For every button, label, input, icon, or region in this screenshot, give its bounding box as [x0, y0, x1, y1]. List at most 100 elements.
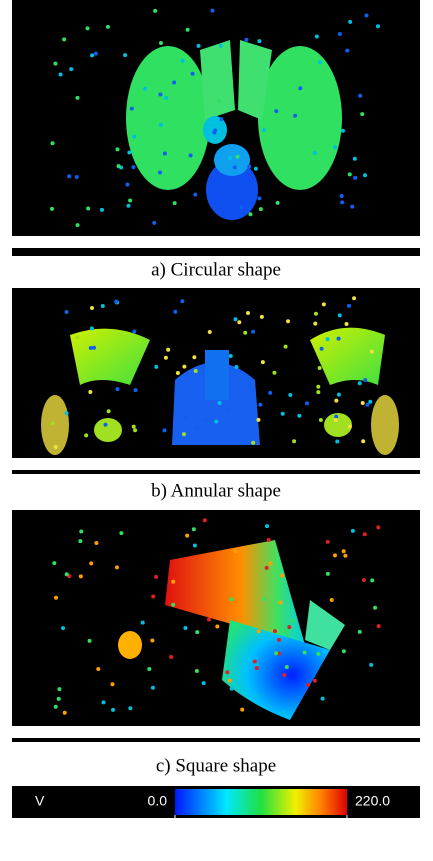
scatter-dot	[86, 207, 90, 211]
scatter-dot	[229, 354, 233, 358]
scatter-dot	[186, 28, 190, 32]
scatter-dot	[151, 686, 155, 690]
scatter-dot	[365, 13, 369, 17]
scatter-dot	[90, 53, 94, 57]
scatter-dot	[65, 411, 69, 415]
scatter-dot	[334, 399, 338, 403]
scatter-dot	[221, 129, 225, 133]
scatter-dot	[257, 39, 261, 43]
scatter-dot	[260, 315, 264, 319]
scatter-dot	[316, 390, 320, 394]
scatter-dot	[234, 365, 238, 369]
scatter-dot	[347, 304, 351, 308]
scatter-dot	[143, 87, 147, 91]
scatter-dot	[297, 414, 301, 418]
scatter-dot	[75, 335, 79, 339]
scatter-dot	[326, 337, 330, 341]
scatter-dot	[292, 439, 296, 443]
scatter-dot	[251, 330, 255, 334]
scatter-dot	[150, 638, 154, 642]
scatter-dot	[246, 311, 250, 315]
scatter-dot	[363, 173, 367, 177]
scatter-dot	[101, 304, 105, 308]
scatter-dot	[202, 681, 206, 685]
scatter-dot	[171, 603, 175, 607]
scatter-dot	[117, 164, 121, 168]
scatter-dot	[377, 624, 381, 628]
scatter-dot	[194, 369, 198, 373]
scatter-dot	[284, 345, 288, 349]
scatter-dot	[239, 205, 243, 209]
scatter-dot	[69, 67, 73, 71]
scatter-dot	[321, 697, 325, 701]
scatter-dot	[256, 418, 260, 422]
scatter-dot	[164, 356, 168, 360]
scatter-dot	[57, 687, 61, 691]
scatter-dot	[123, 53, 127, 57]
scatter-dot	[330, 598, 334, 602]
scatter-dot	[162, 428, 166, 432]
scatter-dot	[128, 199, 132, 203]
scatter-dot	[335, 439, 339, 443]
scatter-dot	[340, 423, 344, 427]
scatter-dot	[334, 418, 338, 422]
scatter-dot	[62, 37, 66, 41]
scatter-dot	[173, 310, 177, 314]
scatter-dot	[288, 99, 292, 103]
scatter-dot	[358, 94, 362, 98]
scatter-dot	[84, 433, 88, 437]
scatter-dot	[237, 320, 241, 324]
scatter-dot	[370, 578, 374, 582]
scatter-dot	[276, 201, 280, 205]
scatter-dot	[376, 525, 380, 529]
scatter-dot	[195, 630, 199, 634]
scatter-dot	[268, 391, 272, 395]
scatter-dot	[114, 300, 118, 304]
scatter-dot	[106, 25, 110, 29]
scatter-dot	[79, 529, 83, 533]
scatter-dot	[333, 145, 337, 149]
scatter-dot	[52, 561, 56, 565]
scatter-dot	[63, 711, 67, 715]
scatter-dot	[133, 428, 137, 432]
colorbar-tick-label: 220.0	[355, 793, 390, 809]
scatter-dot	[362, 578, 366, 582]
scatter-dot	[277, 638, 281, 642]
scatter-dot	[353, 157, 357, 161]
scatter-dot	[316, 385, 320, 389]
scatter-dot	[166, 348, 170, 352]
scatter-dot	[218, 401, 222, 405]
scatter-dot	[280, 574, 284, 578]
scatter-dot	[370, 350, 374, 354]
scatter-dot	[247, 164, 251, 168]
scatter-dot	[203, 518, 207, 522]
scatter-dot	[183, 626, 187, 630]
scatter-dot	[176, 371, 180, 375]
scatter-dot	[293, 114, 297, 118]
scatter-dot	[182, 432, 186, 436]
scatter-dot	[225, 670, 229, 674]
scatter-dot	[305, 401, 309, 405]
scatter-dot	[182, 365, 186, 369]
scatter-dot	[319, 418, 323, 422]
caption: c) Square shape	[156, 755, 276, 776]
scatter-dot	[326, 572, 330, 576]
scatter-dot	[118, 332, 122, 336]
scatter-dot	[263, 597, 267, 601]
scatter-dot	[103, 423, 107, 427]
scatter-dot	[358, 630, 362, 634]
scatter-dot	[164, 96, 168, 100]
scatter-dot	[247, 382, 251, 386]
scatter-dot	[306, 683, 310, 687]
scatter-dot	[282, 673, 286, 677]
scatter-dot	[265, 524, 269, 528]
scatter-dot	[163, 152, 167, 156]
scatter-dot	[65, 310, 69, 314]
scatter-dot	[318, 60, 322, 64]
scatter-dot	[131, 165, 135, 169]
scatter-dot	[65, 572, 69, 576]
scatter-dot	[193, 193, 197, 197]
scatter-dot	[298, 86, 302, 90]
scatter-dot	[303, 650, 307, 654]
scatter-dot	[230, 687, 234, 691]
